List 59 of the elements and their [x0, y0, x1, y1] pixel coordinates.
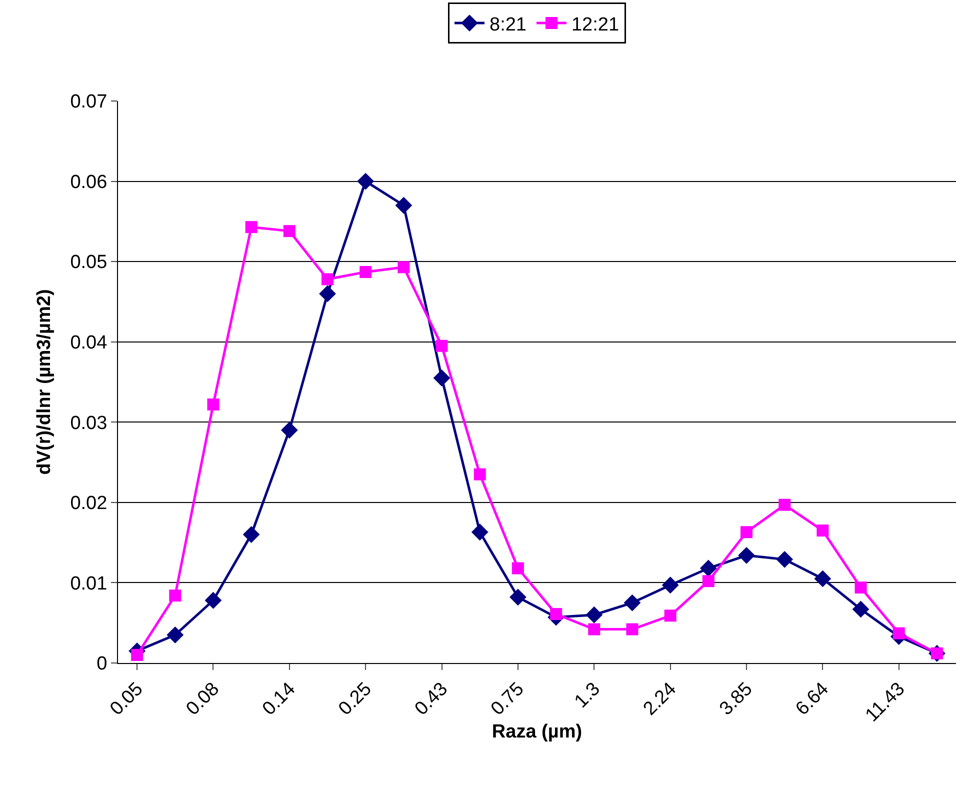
x-tick-label: 0.75 — [487, 678, 528, 720]
y-tick-label: 0.01 — [70, 573, 108, 594]
y-tick-label: 0.06 — [70, 172, 108, 193]
point — [662, 576, 679, 594]
legend-label: 8:21 — [490, 14, 526, 36]
point — [204, 592, 222, 609]
point — [433, 370, 450, 386]
point — [814, 570, 832, 588]
point — [395, 196, 412, 214]
point — [588, 623, 600, 636]
y-tick-label: 0.03 — [70, 412, 108, 434]
y-tick-label: 0 — [96, 654, 108, 675]
point — [398, 261, 410, 274]
y-tick-label: 0.04 — [70, 332, 108, 354]
point — [474, 468, 486, 480]
point — [436, 340, 448, 352]
point — [738, 546, 755, 564]
x-tick-label: 6.64 — [792, 678, 834, 720]
point — [778, 498, 791, 511]
point — [816, 524, 829, 537]
point — [700, 560, 717, 577]
point — [169, 590, 182, 602]
point — [245, 221, 258, 234]
x-tick-label: 0.05 — [106, 678, 148, 720]
point — [471, 524, 488, 541]
legend-label: 12:21 — [571, 14, 620, 36]
point — [624, 594, 641, 612]
point — [586, 606, 603, 624]
y-tick-label: 0.07 — [70, 92, 108, 113]
point — [319, 285, 336, 302]
point — [550, 608, 562, 620]
point — [360, 266, 372, 278]
point — [854, 582, 867, 594]
point — [322, 273, 334, 286]
x-tick-label: 0.08 — [182, 678, 224, 720]
y-tick-label: 0.05 — [70, 252, 108, 274]
point — [166, 626, 184, 644]
point — [664, 610, 676, 622]
point — [280, 422, 298, 439]
point — [207, 398, 220, 410]
point — [242, 526, 260, 543]
point — [357, 172, 374, 190]
point — [776, 550, 794, 568]
point — [510, 588, 526, 606]
point — [892, 627, 905, 640]
x-tick-label: 0.25 — [334, 678, 376, 720]
y-axis-title: dV(r)/dlnr (µm3/µm2) — [34, 289, 56, 475]
point — [283, 225, 296, 238]
x-axis-title: Raza (µm) — [492, 722, 582, 743]
point — [512, 562, 524, 574]
point — [852, 600, 870, 618]
x-tick-label: 1.3 — [570, 678, 604, 712]
y-tick-label: 0.02 — [70, 493, 108, 514]
point — [702, 575, 714, 588]
x-tick-label: 0.43 — [411, 678, 452, 720]
point — [740, 526, 752, 538]
point — [626, 623, 638, 636]
x-tick-label: 0.14 — [258, 678, 300, 720]
point — [131, 648, 144, 661]
